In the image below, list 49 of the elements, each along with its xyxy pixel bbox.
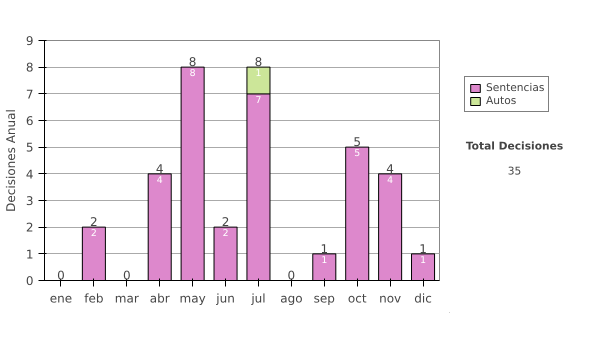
x-tick-label: abr [150,292,170,306]
total-label: 0 [288,268,296,282]
text: 35 [508,164,522,178]
x-tick-label: oct [348,292,367,306]
data-label: 2 [222,228,229,240]
text: Total Decisiones [466,140,564,152]
total-label: 2 [90,215,98,230]
total-label: 1 [419,242,427,256]
data-label: 4 [156,174,163,186]
data-label: 1 [255,68,262,80]
x-tick-label: feb [84,292,104,306]
x-tick-label: jul [250,292,266,306]
x-tick-label: jun [215,292,235,306]
x-tick-label: ene [50,292,72,306]
total-label: 4 [156,162,164,176]
y-axis-title: Decisiones Anual [4,109,18,212]
legend-label: Autos [486,94,516,107]
legend-label: Sentencias [486,81,544,94]
y-tick-label: 1 [26,247,34,262]
y-tick-label: 8 [26,60,34,75]
data-label: 8 [190,68,196,80]
x-tick-label: dic [414,292,432,306]
y-tick-label: 0 [26,274,34,288]
x-tick-label: may [180,292,206,306]
total-label: 0 [122,268,131,282]
total-label: 8 [188,55,196,70]
data-label: 2 [90,228,97,240]
data-label: 4 [387,174,394,186]
total-label: 1 [320,242,328,256]
total-label: 8 [254,55,262,70]
x-tick-label: sep [314,292,335,306]
data-label: 5 [354,148,360,160]
data-label: 7 [255,94,262,106]
total-label: 2 [222,215,230,230]
y-tick-label: 9 [26,34,34,48]
data-label: 1 [321,254,328,266]
x-tick-label: mar [114,292,139,306]
data-label: 1 [420,254,426,266]
y-tick-label: 2 [26,220,34,235]
y-tick-label: 4 [26,167,34,182]
x-tick-label: nov [379,292,402,306]
y-tick-label: 3 [26,194,34,208]
total-label: 0 [57,268,65,282]
y-tick-label: 6 [26,114,34,128]
total-label: 5 [353,135,362,150]
x-tick-label: ago [280,292,303,306]
y-tick-label: 5 [26,140,34,155]
y-tick-label: 7 [26,87,34,102]
total-label: 4 [386,162,394,176]
